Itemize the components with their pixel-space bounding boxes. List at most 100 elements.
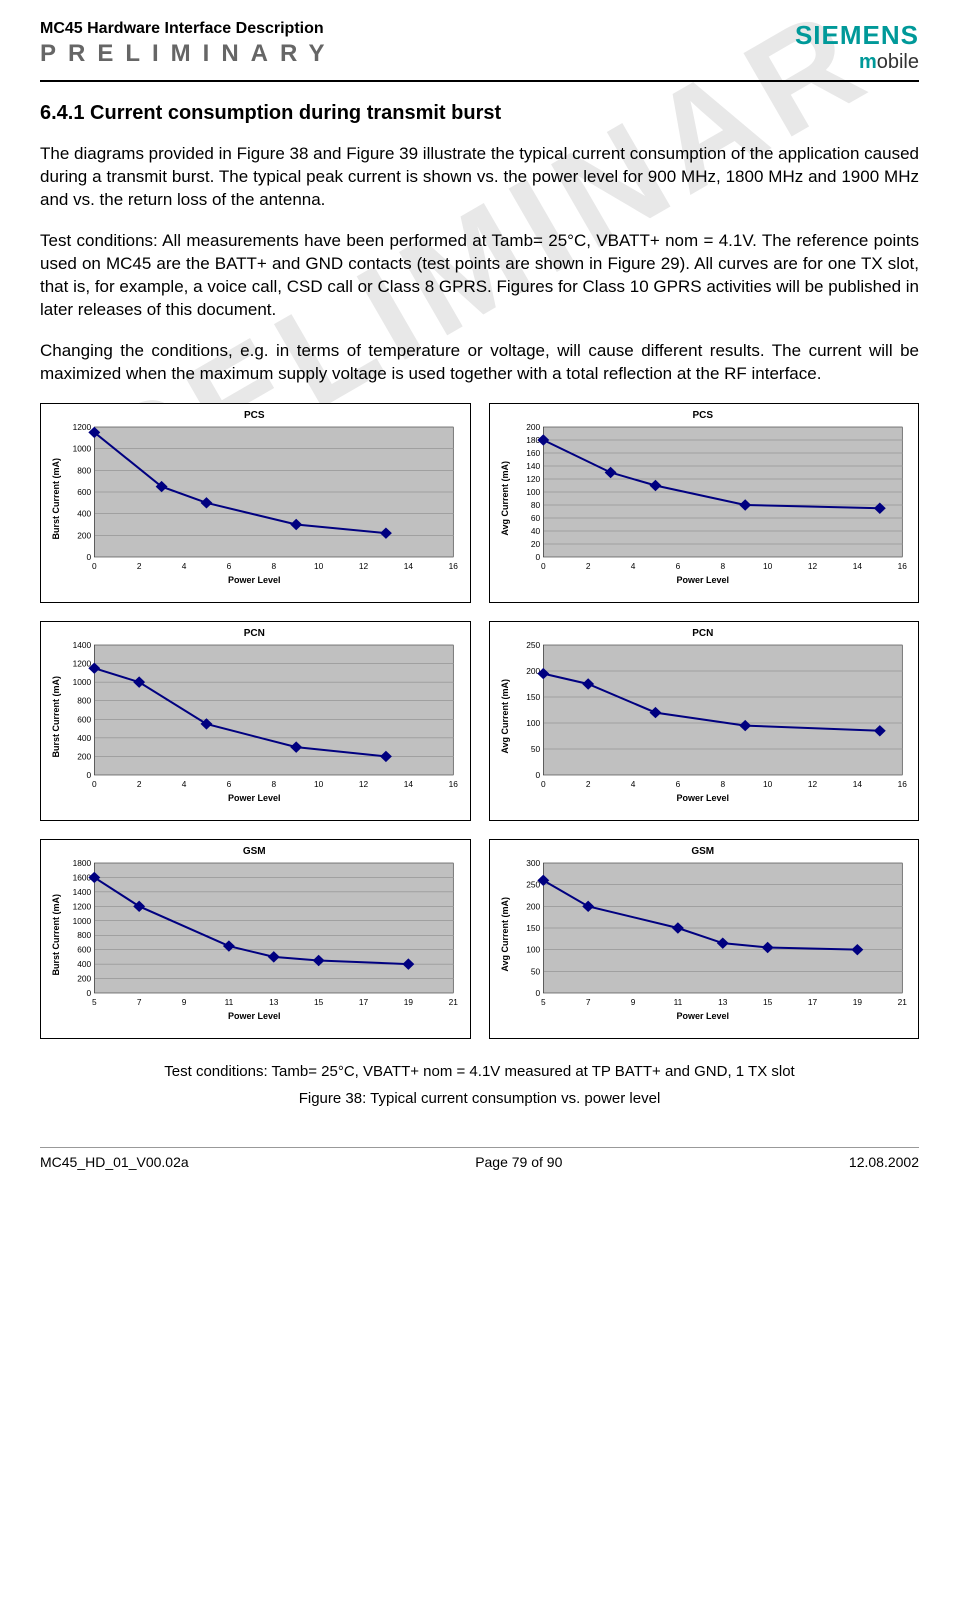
svg-text:9: 9: [630, 999, 635, 1008]
logo-mobile-text: mobile: [795, 51, 919, 74]
svg-text:1200: 1200: [73, 660, 92, 669]
svg-text:200: 200: [77, 753, 91, 762]
svg-text:2: 2: [137, 563, 142, 572]
svg-text:10: 10: [763, 781, 773, 790]
section-heading: 6.4.1 Current consumption during transmi…: [40, 102, 919, 125]
svg-text:5: 5: [540, 999, 545, 1008]
svg-text:7: 7: [585, 999, 590, 1008]
plot-svg: 02004006008001000120014000246810121416: [63, 641, 460, 791]
svg-text:15: 15: [763, 999, 773, 1008]
svg-text:800: 800: [77, 932, 91, 941]
svg-text:200: 200: [77, 532, 91, 541]
chart-title: PCN: [49, 628, 460, 639]
svg-text:1400: 1400: [73, 642, 92, 651]
test-conditions-caption: Test conditions: Tamb= 25°C, VBATT+ nom …: [40, 1063, 919, 1080]
svg-text:1200: 1200: [73, 903, 92, 912]
plot-svg: 0200400600800100012001400160018005791113…: [63, 859, 460, 1009]
footer-right: 12.08.2002: [849, 1154, 919, 1170]
svg-text:6: 6: [227, 563, 232, 572]
svg-text:2: 2: [137, 781, 142, 790]
svg-text:12: 12: [807, 563, 817, 572]
chart-pcs-avg: PCS Avg Current (mA) 0204060801001201401…: [489, 403, 920, 603]
svg-text:10: 10: [763, 563, 773, 572]
y-axis-label: Avg Current (mA): [498, 461, 512, 536]
svg-text:400: 400: [77, 734, 91, 743]
svg-text:10: 10: [314, 563, 324, 572]
x-axis-label: Power Level: [49, 575, 460, 585]
svg-text:100: 100: [526, 489, 540, 498]
chart-pcs-burst: PCS Burst Current (mA) 02004006008001000…: [40, 403, 471, 603]
svg-text:10: 10: [314, 781, 324, 790]
page-content: MC45 Hardware Interface Description PREL…: [0, 0, 959, 1200]
y-axis-label: Burst Current (mA): [49, 458, 63, 540]
plot-wrap: Avg Current (mA) 02040608010012014016018…: [498, 423, 909, 573]
svg-text:250: 250: [526, 881, 540, 890]
svg-text:140: 140: [526, 463, 540, 472]
chart-title: PCS: [49, 410, 460, 421]
svg-text:1400: 1400: [73, 888, 92, 897]
chart-title: PCS: [498, 410, 909, 421]
svg-text:0: 0: [535, 990, 540, 999]
svg-text:12: 12: [359, 781, 369, 790]
svg-text:0: 0: [87, 554, 92, 563]
svg-text:200: 200: [526, 424, 540, 433]
svg-text:1000: 1000: [73, 917, 92, 926]
svg-text:80: 80: [530, 502, 540, 511]
x-axis-label: Power Level: [498, 1011, 909, 1021]
x-axis-label: Power Level: [49, 1011, 460, 1021]
paragraph-1: The diagrams provided in Figure 38 and F…: [40, 143, 919, 212]
plot-svg: 050100150200250300579111315171921: [512, 859, 909, 1009]
svg-text:8: 8: [720, 781, 725, 790]
chart-title: GSM: [49, 846, 460, 857]
y-axis-label: Avg Current (mA): [498, 897, 512, 972]
svg-text:400: 400: [77, 961, 91, 970]
svg-text:12: 12: [359, 563, 369, 572]
chart-pcn-avg: PCN Avg Current (mA) 0501001502002500246…: [489, 621, 920, 821]
svg-text:21: 21: [897, 999, 907, 1008]
svg-text:4: 4: [630, 563, 635, 572]
plot-svg: 0204060801001201401601802000246810121416: [512, 423, 909, 573]
svg-text:20: 20: [530, 541, 540, 550]
doc-title: MC45 Hardware Interface Description: [40, 20, 795, 38]
svg-text:1800: 1800: [73, 860, 92, 869]
plot-svg: 0501001502002500246810121416: [512, 641, 909, 791]
svg-text:19: 19: [404, 999, 414, 1008]
logo-mobile-m: m: [859, 51, 877, 73]
svg-text:800: 800: [77, 697, 91, 706]
svg-text:6: 6: [227, 781, 232, 790]
svg-text:40: 40: [530, 528, 540, 537]
svg-text:200: 200: [526, 903, 540, 912]
svg-text:300: 300: [526, 860, 540, 869]
plot-wrap: Burst Current (mA) 020040060080010001200…: [49, 423, 460, 573]
svg-text:0: 0: [92, 781, 97, 790]
preliminary-text: PRELIMINARY: [40, 40, 795, 68]
svg-text:50: 50: [530, 968, 540, 977]
logo-siemens-text: SIEMENS: [795, 20, 919, 51]
svg-text:0: 0: [535, 772, 540, 781]
svg-text:13: 13: [718, 999, 728, 1008]
svg-text:120: 120: [526, 476, 540, 485]
svg-text:14: 14: [404, 563, 414, 572]
plot-wrap: Avg Current (mA) 05010015020025030057911…: [498, 859, 909, 1009]
svg-text:0: 0: [540, 781, 545, 790]
svg-text:4: 4: [182, 563, 187, 572]
svg-text:11: 11: [673, 999, 682, 1008]
svg-text:21: 21: [449, 999, 459, 1008]
svg-text:16: 16: [449, 563, 459, 572]
svg-text:19: 19: [852, 999, 862, 1008]
y-axis-label: Burst Current (mA): [49, 676, 63, 758]
charts-grid: PCS Burst Current (mA) 02004006008001000…: [40, 403, 919, 1039]
svg-text:17: 17: [807, 999, 817, 1008]
svg-text:600: 600: [77, 946, 91, 955]
chart-pcn-burst: PCN Burst Current (mA) 02004006008001000…: [40, 621, 471, 821]
header-left: MC45 Hardware Interface Description PREL…: [40, 20, 795, 68]
x-axis-label: Power Level: [498, 575, 909, 585]
siemens-logo: SIEMENS mobile: [795, 20, 919, 74]
chart-title: GSM: [498, 846, 909, 857]
svg-text:4: 4: [182, 781, 187, 790]
chart-gsm-avg: GSM Avg Current (mA) 0501001502002503005…: [489, 839, 920, 1039]
svg-text:0: 0: [87, 772, 92, 781]
svg-text:2: 2: [585, 781, 590, 790]
svg-text:14: 14: [404, 781, 414, 790]
plot-wrap: Burst Current (mA) 020040060080010001200…: [49, 859, 460, 1009]
